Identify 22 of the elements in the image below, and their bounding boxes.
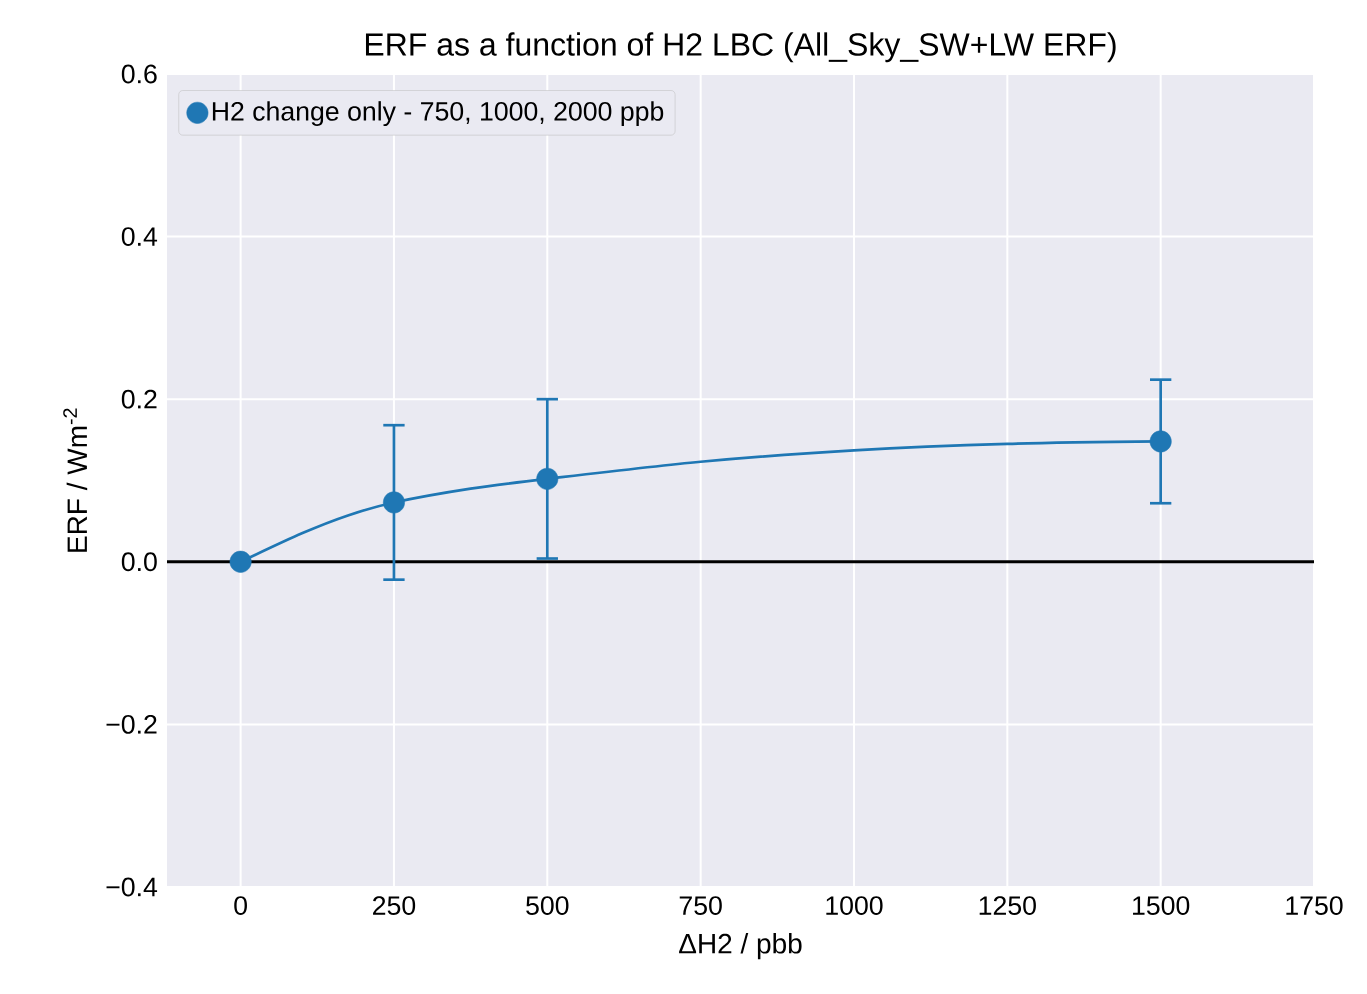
y-tick-label: 0.2 [121,389,157,409]
y-tick-label: −0.2 [106,714,157,734]
x-tick-label: 750 [679,896,722,916]
x-tick-label: 250 [373,896,416,916]
point [536,467,559,490]
x-tick-label: 1000 [826,896,883,916]
x-axis-title: ΔH2 / pbb [679,933,802,960]
legend-label: H2 change only - 750, 1000, 2000 ppb [212,101,664,127]
y-tick-label: 0.6 [121,64,157,84]
x-tick-label: 500 [526,896,569,916]
chart-title: ERF as a function of H2 LBC (All_Sky_SW+LW ERF) [365,32,1116,63]
x-tick-label: 1500 [1133,896,1190,916]
point [1149,430,1172,453]
y-tick-label: −0.4 [106,877,158,897]
point [383,491,405,514]
point [229,550,252,573]
x-tick-label: 1250 [979,896,1036,916]
y-axis-title: ERF / Wm$^{-2}$ [63,408,88,552]
x-tick-label: 0 [234,896,247,916]
y-tick-label: 0.4 [121,227,158,247]
y-tick-label: 0.0 [121,552,157,572]
x-tick-label: 1750 [1286,896,1343,916]
